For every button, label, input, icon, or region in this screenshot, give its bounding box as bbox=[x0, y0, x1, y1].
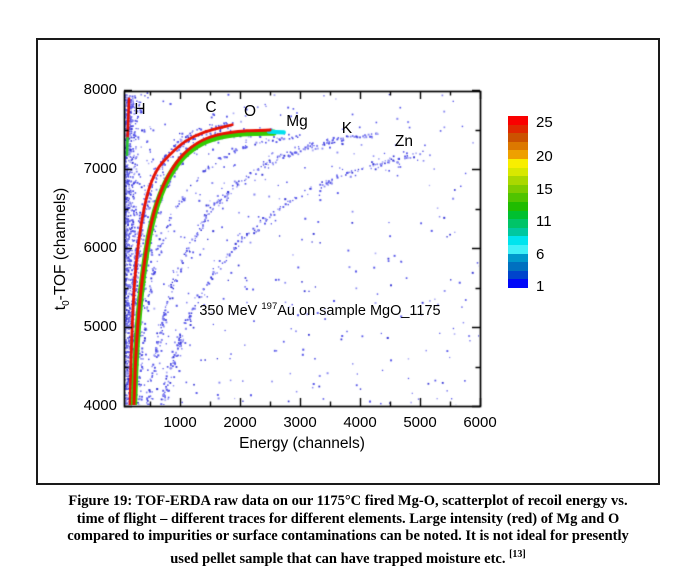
colorbar-segment bbox=[508, 270, 528, 280]
beam-annotation-isotope-sup: 197 bbox=[261, 301, 278, 313]
colorbar-segment bbox=[508, 124, 528, 134]
colorbar-tick-label: 20 bbox=[536, 148, 553, 166]
x-tick-label: 1000 bbox=[163, 414, 197, 431]
colorbar-segment bbox=[508, 158, 528, 168]
colorbar-segment bbox=[508, 244, 528, 254]
x-tick-label: 4000 bbox=[343, 414, 377, 431]
beam-annotation-post: Au on sample MgO_1175 bbox=[277, 302, 441, 319]
x-tick-label: 6000 bbox=[463, 414, 497, 431]
caption-reference-sup: [13] bbox=[509, 548, 526, 560]
colorbar-segment bbox=[508, 193, 528, 202]
element-label-O: O bbox=[243, 102, 257, 120]
caption-line-1: Figure 19: TOF-ERDA raw data on our 1175… bbox=[68, 493, 628, 509]
colorbar bbox=[508, 116, 528, 288]
caption-line-4-main: used pellet sample that can have trapped… bbox=[170, 550, 510, 567]
colorbar-tick-label: 15 bbox=[536, 180, 553, 198]
y-tick-label: 6000 bbox=[83, 239, 117, 256]
colorbar-segment bbox=[508, 141, 528, 151]
caption-line-4: used pellet sample that can have trapped… bbox=[8, 546, 688, 568]
colorbar-segment bbox=[508, 150, 528, 159]
y-tick-label: 8000 bbox=[83, 81, 117, 98]
y-tick-label: 5000 bbox=[83, 318, 117, 335]
colorbar-segment bbox=[508, 219, 528, 228]
y-axis-title-post: -TOF (channels) bbox=[51, 187, 69, 301]
element-label-C: C bbox=[205, 99, 217, 116]
colorbar-segment bbox=[508, 227, 528, 237]
y-tick-label: 7000 bbox=[83, 160, 117, 177]
x-tick-label: 2000 bbox=[223, 414, 257, 431]
colorbar-segment bbox=[508, 262, 528, 271]
element-label-K: K bbox=[341, 120, 353, 138]
colorbar-tick-label: 25 bbox=[536, 114, 553, 132]
colorbar-segment bbox=[508, 253, 528, 263]
y-tick-label: 4000 bbox=[83, 397, 117, 414]
colorbar-segment bbox=[508, 167, 528, 177]
colorbar-segment bbox=[508, 184, 528, 194]
colorbar-segment bbox=[508, 210, 528, 220]
colorbar-tick-label: 6 bbox=[536, 245, 545, 263]
element-label-H: H bbox=[134, 100, 146, 118]
beam-annotation-pre: 350 MeV bbox=[199, 302, 262, 319]
colorbar-segment bbox=[508, 201, 528, 211]
colorbar-tick-label: 1 bbox=[536, 277, 545, 295]
colorbar-segment bbox=[508, 236, 528, 245]
colorbar-segment bbox=[508, 133, 528, 142]
y-axis-title: t0-TOF (channels) bbox=[52, 188, 72, 310]
beam-annotation: 350 MeV 197Au on sample MgO_1175 bbox=[199, 301, 440, 319]
caption-line-3: compared to impurities or surface contam… bbox=[67, 528, 629, 545]
element-label-Zn: Zn bbox=[394, 132, 414, 150]
figure-caption: Figure 19: TOF-ERDA raw data on our 1175… bbox=[8, 493, 688, 568]
colorbar-segment bbox=[508, 176, 528, 185]
x-axis-title: Energy (channels) bbox=[239, 435, 365, 452]
colorbar-segment bbox=[508, 116, 528, 125]
x-tick-label: 3000 bbox=[283, 414, 317, 431]
y-axis-title-sub: 0 bbox=[61, 300, 73, 306]
element-label-Mg: Mg bbox=[286, 112, 308, 130]
y-axis-title-pre: t bbox=[51, 305, 69, 311]
caption-line-2: time of flight – different traces for di… bbox=[76, 510, 620, 527]
colorbar-segment bbox=[508, 279, 528, 288]
x-tick-label: 5000 bbox=[403, 414, 437, 431]
colorbar-tick-label: 11 bbox=[536, 212, 552, 230]
